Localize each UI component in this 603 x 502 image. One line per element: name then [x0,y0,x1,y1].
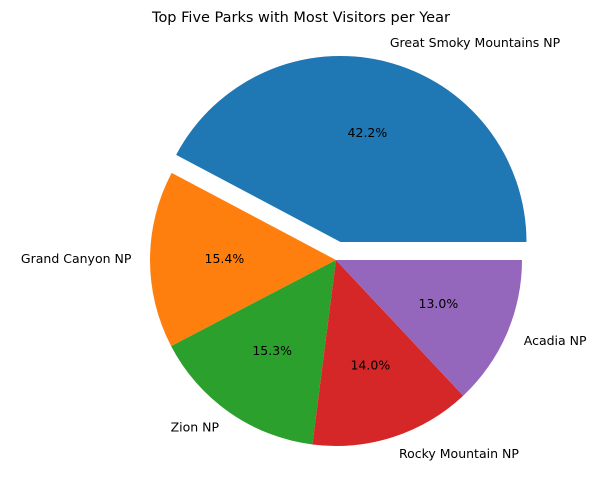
pct-label-acadia-np: 13.0% [419,296,459,311]
pie-labels: 42.2% Great Smoky Mountains NP 15.4% Grand … [21,35,587,461]
slice-label-zion-np: Zion NP [171,419,220,434]
pie-slices [149,55,527,446]
pie-slice-grand-canyon-np [149,172,336,347]
chart-title: Top Five Parks with Most Visitors per Ye… [151,10,450,26]
slice-label-acadia-np: Acadia NP [524,333,587,348]
pct-label-great-smoky-mountains-np: 42.2% [348,125,388,140]
pct-label-rocky-mountain-np: 14.0% [350,358,390,373]
pie-slice-zion-np [171,260,336,445]
slice-label-grand-canyon-np: Grand Canyon NP [21,251,132,266]
pct-label-grand-canyon-np: 15.4% [205,251,245,266]
slice-label-rocky-mountain-np: Rocky Mountain NP [399,446,519,461]
pct-label-zion-np: 15.3% [252,343,292,358]
pie-slice-rocky-mountain-np [312,260,464,446]
slice-label-great-smoky-mountains-np: Great Smoky Mountains NP [390,35,561,50]
pie-slice-acadia-np [336,260,522,396]
pie-slice-great-smoky-mountains-np [176,55,527,242]
